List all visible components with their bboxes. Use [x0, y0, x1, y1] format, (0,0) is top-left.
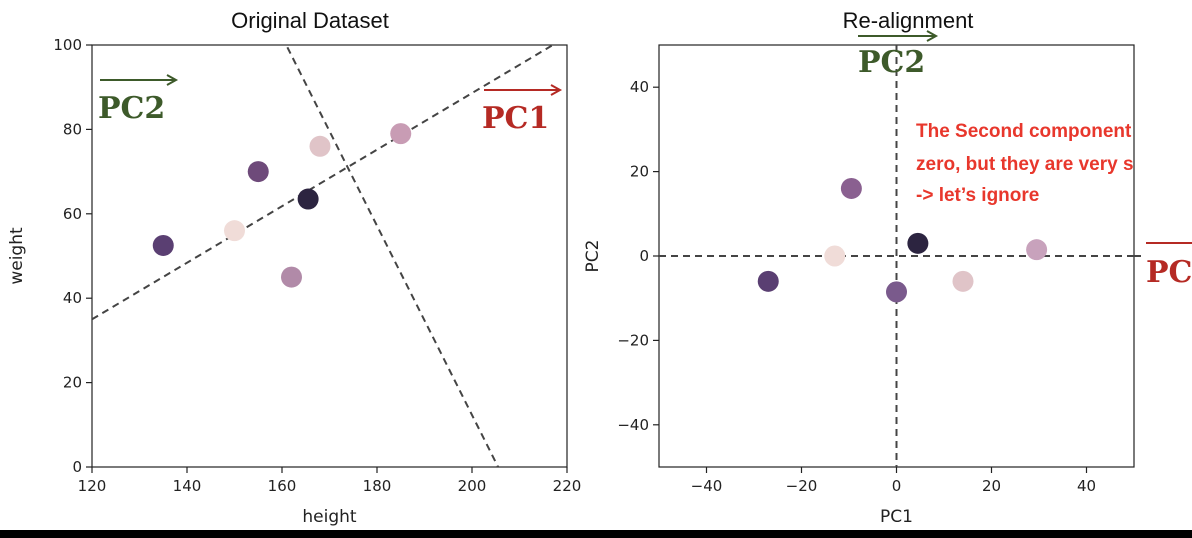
- component-lines: [92, 45, 555, 467]
- x-tick-label: 0: [892, 477, 902, 495]
- x-tick-label: 220: [553, 477, 582, 495]
- data-point: [907, 232, 929, 254]
- y-axis-label: PC2: [583, 240, 603, 273]
- y-tick-label: −20: [617, 331, 649, 349]
- y-tick-label: 0: [72, 458, 82, 476]
- data-point: [247, 161, 269, 183]
- data-point: [824, 245, 846, 267]
- data-point: [1026, 239, 1048, 261]
- x-tick-label: 200: [458, 477, 487, 495]
- data-point: [757, 270, 779, 292]
- data-point: [224, 220, 245, 242]
- data-point: [952, 270, 974, 292]
- pc-annotation-label: PC: [1146, 255, 1192, 290]
- x-tick-label: 140: [173, 477, 202, 495]
- plot-frame: [91, 44, 568, 468]
- chart-panel-2: Re-alignment −40 −20 0 20 40 −40 −20 0 20 40 PC1 PC2…: [583, 8, 1192, 527]
- x-tick-label: 180: [363, 477, 392, 495]
- vector-arrow-head: [166, 74, 179, 86]
- pc-line-pc1: [92, 45, 555, 321]
- x-axis-label: height: [302, 507, 357, 527]
- annotation-text: The Second component: [916, 121, 1132, 142]
- y-axis-label: weight: [7, 227, 27, 285]
- pc-annotation-label: PC2: [858, 45, 925, 80]
- data-point: [152, 234, 174, 256]
- x-axis-label: PC1: [880, 507, 913, 527]
- y-tick-label: 100: [53, 36, 82, 54]
- pc-annotation-label: PC2: [98, 91, 165, 126]
- x-tick-label: 20: [982, 477, 1001, 495]
- y-tick-label: 60: [63, 205, 82, 223]
- data-point: [297, 188, 319, 210]
- data-point: [390, 123, 412, 145]
- x-tick-label: −40: [691, 477, 723, 495]
- annotation-text: zero, but they are very s: [916, 154, 1134, 175]
- y-tick-label: 40: [63, 289, 82, 307]
- y-tick-label: 20: [63, 374, 82, 392]
- annotation-text: -> let’s ignore: [916, 185, 1039, 206]
- chart-panel-1: Original Dataset 120 140 160 180 200 220 0 20 40 6…: [7, 8, 581, 527]
- pc-annotation-label: PC1: [482, 101, 549, 136]
- pc-line-pc2: [285, 45, 500, 467]
- x-tick-label: 160: [268, 477, 297, 495]
- data-point: [840, 177, 862, 199]
- chart-title: Re-alignment: [843, 8, 974, 33]
- y-tick-label: −40: [617, 416, 649, 434]
- chart-title: Original Dataset: [231, 8, 389, 33]
- component-lines: [659, 45, 1134, 467]
- x-tick-label: 120: [78, 477, 107, 495]
- y-tick-label: 80: [63, 120, 82, 138]
- y-tick-label: 40: [630, 78, 649, 96]
- x-tick-label: 40: [1077, 477, 1096, 495]
- data-point: [309, 135, 331, 157]
- data-point: [281, 266, 302, 288]
- data-point: [886, 281, 907, 303]
- vector-arrow-head: [550, 84, 563, 96]
- y-tick-label: 20: [630, 163, 649, 181]
- vector-arrow-head: [926, 30, 939, 42]
- x-tick-label: −20: [786, 477, 818, 495]
- y-tick-label: 0: [639, 247, 649, 265]
